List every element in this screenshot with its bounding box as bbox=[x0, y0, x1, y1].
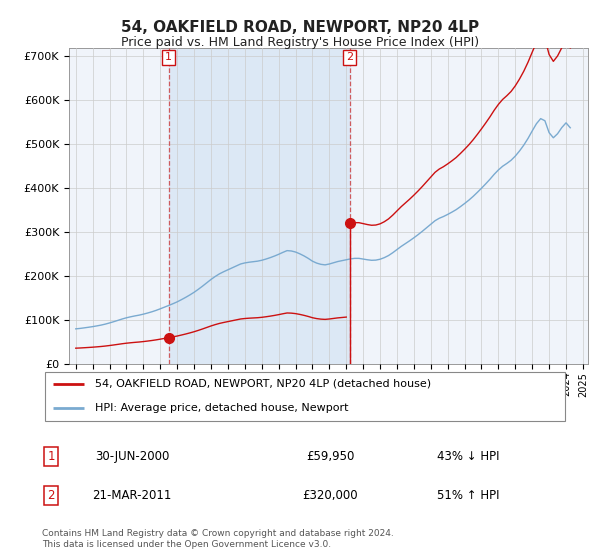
Text: 1: 1 bbox=[165, 52, 172, 62]
Text: 30-JUN-2000: 30-JUN-2000 bbox=[95, 450, 169, 463]
Text: Contains HM Land Registry data © Crown copyright and database right 2024.
This d: Contains HM Land Registry data © Crown c… bbox=[42, 529, 394, 549]
Text: 21-MAR-2011: 21-MAR-2011 bbox=[92, 489, 172, 502]
Text: 54, OAKFIELD ROAD, NEWPORT, NP20 4LP (detached house): 54, OAKFIELD ROAD, NEWPORT, NP20 4LP (de… bbox=[95, 379, 431, 389]
Text: 2: 2 bbox=[47, 489, 55, 502]
Text: 2: 2 bbox=[346, 52, 353, 62]
Text: 43% ↓ HPI: 43% ↓ HPI bbox=[437, 450, 499, 463]
Text: £59,950: £59,950 bbox=[306, 450, 354, 463]
Text: 54, OAKFIELD ROAD, NEWPORT, NP20 4LP: 54, OAKFIELD ROAD, NEWPORT, NP20 4LP bbox=[121, 20, 479, 35]
FancyBboxPatch shape bbox=[44, 372, 565, 421]
Text: Price paid vs. HM Land Registry's House Price Index (HPI): Price paid vs. HM Land Registry's House … bbox=[121, 36, 479, 49]
Text: 1: 1 bbox=[47, 450, 55, 463]
Text: £320,000: £320,000 bbox=[302, 489, 358, 502]
Bar bbox=[169, 48, 350, 364]
Text: HPI: Average price, detached house, Newport: HPI: Average price, detached house, Newp… bbox=[95, 403, 348, 413]
Text: 51% ↑ HPI: 51% ↑ HPI bbox=[437, 489, 499, 502]
